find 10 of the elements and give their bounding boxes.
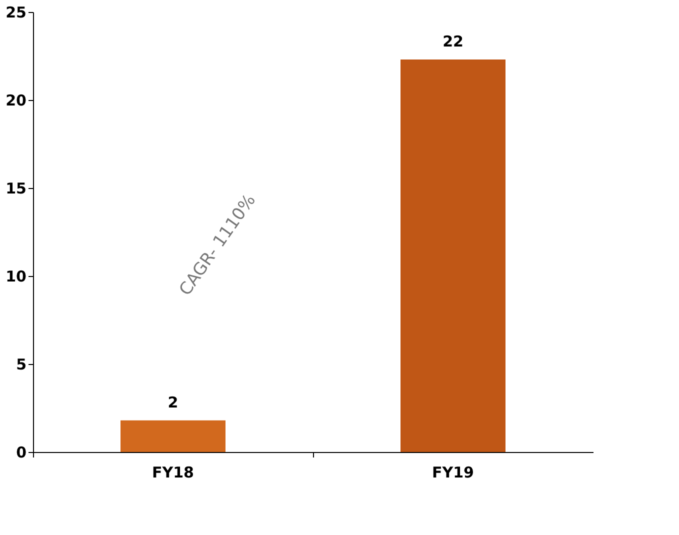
data-label: 22	[442, 32, 464, 51]
y-tick-label: 10	[6, 268, 26, 286]
y-tick-label: 20	[6, 92, 26, 110]
x-tick-label: FY19	[432, 464, 474, 482]
y-tick-label: 5	[16, 356, 26, 374]
data-label: 2	[168, 393, 178, 412]
y-tick-label: 15	[6, 180, 26, 198]
x-tick-label: FY18	[152, 464, 194, 482]
y-tick-label: 25	[6, 4, 26, 22]
y-tick-label: 0	[16, 444, 26, 462]
